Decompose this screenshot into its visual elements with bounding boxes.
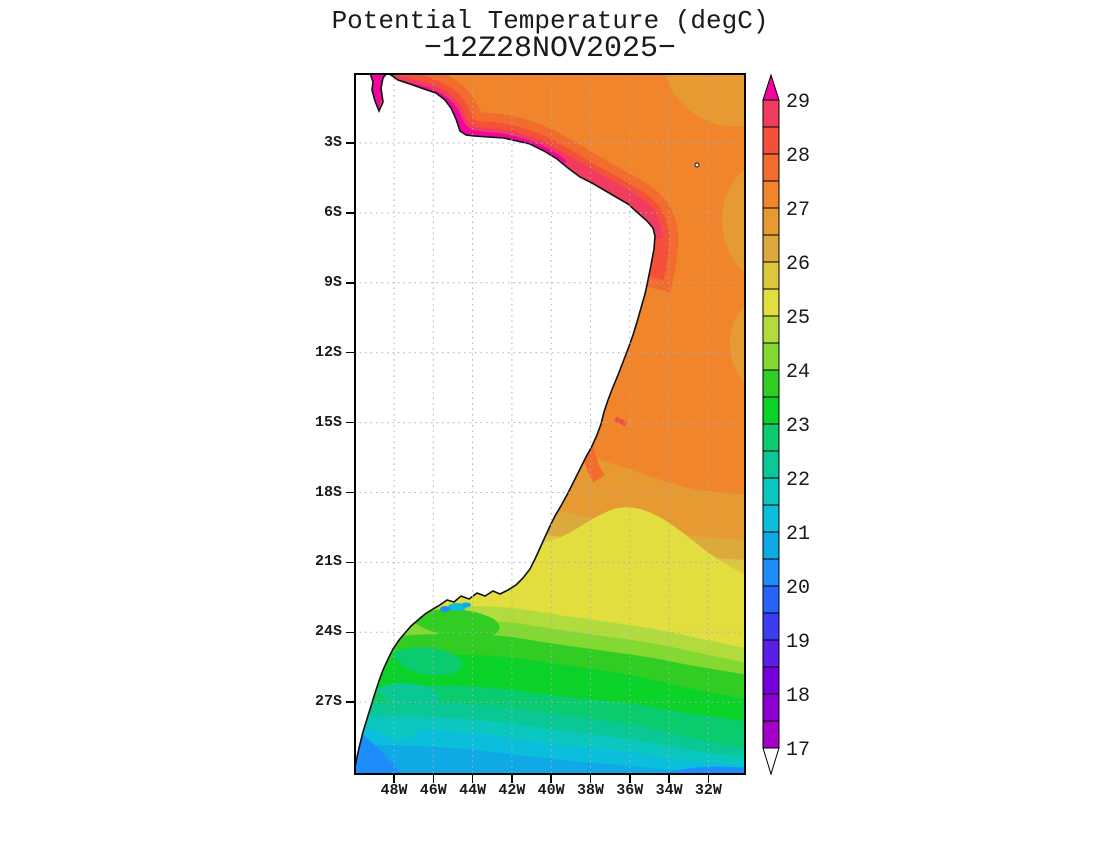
lat-tick-label: 6S <box>323 203 342 221</box>
lat-tick <box>346 701 354 703</box>
colorbar-under-arrow <box>762 747 780 776</box>
sst-band-20-5 <box>354 744 746 775</box>
sst-wedge-20-0-left <box>354 728 402 775</box>
lon-tick <box>471 775 474 783</box>
lat-tick-label: 12S <box>314 343 342 361</box>
sst-patch-26-5-topright <box>666 73 746 127</box>
lat-tick <box>346 282 354 284</box>
lon-tick-label: 48W <box>380 782 408 799</box>
lon-tick <box>589 775 592 783</box>
plot-valid-time: −12Z28NOV2025− <box>423 32 677 66</box>
lon-tick-label: 36W <box>616 782 644 799</box>
colorbar-segment-21 <box>762 504 780 533</box>
lat-tick <box>346 491 354 494</box>
colorbar-segment-18 <box>762 666 780 695</box>
lat-tick <box>346 421 354 424</box>
lon-tick-label: 44W <box>459 782 487 799</box>
lat-tick <box>346 631 354 634</box>
colorbar-segment-22 <box>762 450 780 479</box>
colorbar-tick-label: 29 <box>786 91 810 114</box>
colorbar-segment-27 <box>762 180 780 209</box>
lon-tick-label: 38W <box>576 782 604 799</box>
lat-tick-label: 24S <box>314 623 342 641</box>
lon-tick-label: 46W <box>419 782 447 799</box>
lat-tick-label: 3S <box>323 134 342 151</box>
map-plot <box>354 73 746 775</box>
lon-tick <box>707 775 710 783</box>
colorbar-tick-label: 24 <box>786 361 810 384</box>
upwelling-blue-spot <box>440 606 450 612</box>
colorbar-tick-label: 21 <box>786 523 810 546</box>
lon-tick <box>511 775 513 783</box>
colorbar-segment-26.5 <box>762 207 780 236</box>
lon-tick <box>629 775 631 783</box>
colorbar-segment-28.5 <box>762 99 780 128</box>
colorbar-segment-28 <box>762 126 780 155</box>
lat-tick-label: 9S <box>323 273 342 291</box>
colorbar: 29 28 27 26 25 24 23 22 21 20 19 18 17 <box>762 73 810 776</box>
island-dot <box>694 162 700 168</box>
colorbar-segment-17.5 <box>762 693 780 722</box>
colorbar-segment-18.5 <box>762 639 780 668</box>
sst-sliver-20-0-right <box>659 766 746 775</box>
lon-tick <box>668 775 670 783</box>
colorbar-segment-17 <box>762 720 780 749</box>
sst-coastal-emerald-patch <box>392 647 463 676</box>
colorbar-segment-23.5 <box>762 369 780 398</box>
lon-tick-label: 42W <box>498 782 526 799</box>
lat-tick <box>346 212 354 214</box>
colorbar-tick-label: 20 <box>786 577 810 600</box>
lon-tick-label: 34W <box>655 782 683 799</box>
colorbar-tick-label: 25 <box>786 307 810 330</box>
colorbar-segment-22.5 <box>762 423 780 452</box>
colorbar-over-arrow <box>762 73 780 101</box>
lat-tick-label: 27S <box>314 693 342 711</box>
landmass-brazil <box>354 73 655 771</box>
colorbar-segment-24.5 <box>762 315 780 344</box>
lon-tick <box>550 775 552 783</box>
colorbar-tick-label: 28 <box>786 145 810 168</box>
colorbar-segment-20.5 <box>762 531 780 560</box>
lat-tick <box>346 351 354 354</box>
lon-tick <box>432 775 435 783</box>
lat-tick-label: 21S <box>314 553 342 571</box>
map-frame <box>354 73 746 775</box>
colorbar-segment-24 <box>762 342 780 371</box>
lat-tick <box>346 142 354 144</box>
colorbar-tick-label: 17 <box>786 739 810 762</box>
colorbar-tick-label: 19 <box>786 631 810 654</box>
colorbar-tick-label: 26 <box>786 253 810 276</box>
colorbar-segment-19.5 <box>762 585 780 614</box>
colorbar-segment-27.5 <box>762 153 780 182</box>
colorbar-segment-23 <box>762 396 780 425</box>
sst-red-dash-12s <box>613 416 628 427</box>
sst-patch-26-5-right <box>722 169 746 273</box>
colorbar-tick-label: 27 <box>786 199 810 222</box>
sst-patch-26-5-mid <box>729 305 746 383</box>
colorbar-segment-25.5 <box>762 261 780 290</box>
colorbar-tick-label: 23 <box>786 415 810 438</box>
lat-tick-label: 18S <box>314 483 342 501</box>
colorbar-segment-20 <box>762 558 780 587</box>
lat-tick-label: 15S <box>314 413 342 431</box>
colorbar-segment-26 <box>762 234 780 263</box>
colorbar-segment-19 <box>762 612 780 641</box>
sst-coastal-green-patch <box>409 608 500 638</box>
colorbar-segment-25 <box>762 288 780 317</box>
lon-tick-label: 40W <box>537 782 565 799</box>
upwelling-bluecyan-spot <box>461 602 471 608</box>
colorbar-segment-21.5 <box>762 477 780 506</box>
lat-tick <box>346 561 354 564</box>
coastline <box>354 73 656 768</box>
plot-title: Potential Temperature (degC) <box>331 6 769 36</box>
lon-tick <box>393 775 395 783</box>
colorbar-tick-label: 22 <box>786 469 810 492</box>
graticule <box>354 73 746 775</box>
colorbar-tick-label: 18 <box>786 685 810 708</box>
lon-tick-label: 32W <box>694 782 722 799</box>
